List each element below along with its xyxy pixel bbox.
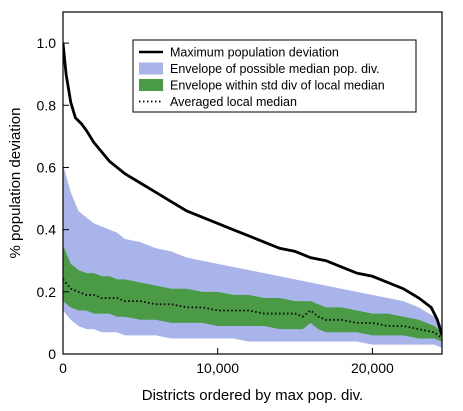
y-tick-label-5: 1.0: [37, 35, 57, 51]
x-tick-label-0: 0: [59, 360, 67, 376]
y-tick-label-0: 0: [48, 346, 56, 362]
y-tick-label-3: 0.6: [37, 159, 57, 175]
band-series-1: [63, 245, 442, 342]
plot-frame: [62, 11, 443, 355]
legend-label-1: Envelope of possible median pop. div.: [170, 62, 380, 76]
legend-label-3: Averaged local median: [170, 95, 297, 109]
line-series-3: [63, 278, 442, 340]
plot-area: [63, 42, 442, 348]
y-tick-label-2: 0.4: [37, 222, 57, 238]
legend-swatch-2: [139, 79, 163, 91]
x-axis-label: Districts ordered by max pop. div.: [142, 387, 363, 404]
line-series-2: [63, 42, 442, 336]
legend-box: [132, 39, 417, 113]
x-tick-label-1: 10,000: [196, 360, 239, 376]
legend: Maximum population deviation Envelope of …: [132, 39, 417, 113]
y-tick-label-4: 0.8: [37, 97, 57, 113]
legend-label-2: Envelope within std div of local median: [170, 79, 385, 93]
x-tick-label-2: 20,000: [351, 360, 394, 376]
y-tick-label-1: 0.2: [37, 284, 57, 300]
legend-label-0: Maximum population deviation: [170, 46, 339, 60]
axes: 0 10,000 20,000 0 0.2 0.4 0.6 0.8 1.0: [37, 11, 443, 376]
y-axis-label: % population deviation: [7, 108, 24, 259]
legend-swatch-1: [139, 62, 163, 75]
